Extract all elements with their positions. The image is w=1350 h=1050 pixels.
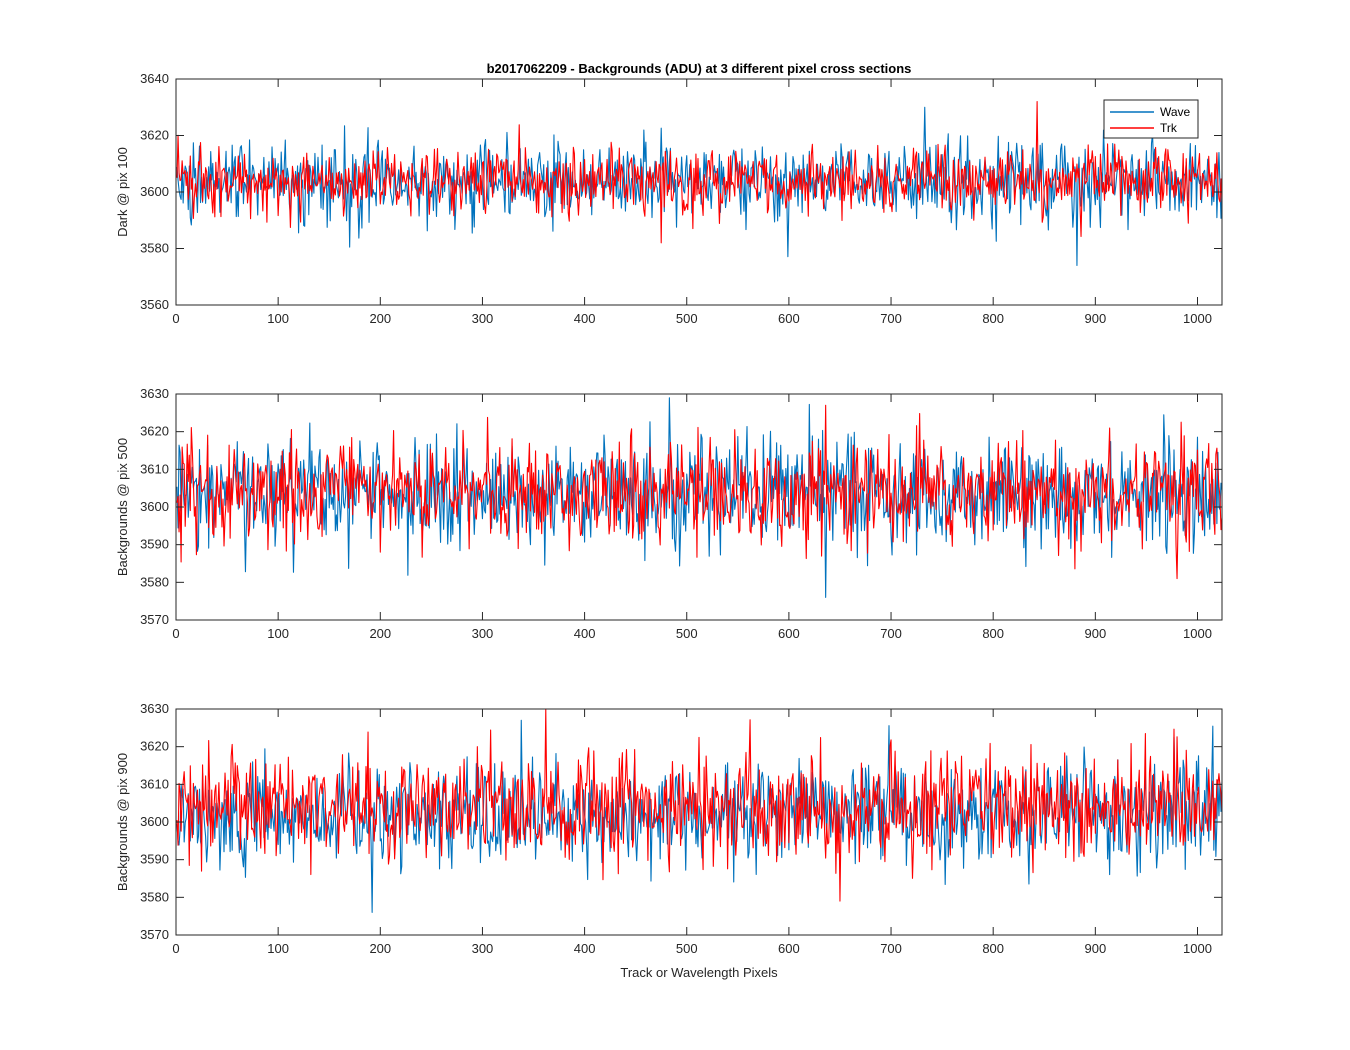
x-tick-label: 400 xyxy=(574,311,596,326)
x-tick-label: 600 xyxy=(778,311,800,326)
y-tick-label: 3630 xyxy=(140,701,169,716)
x-tick-label: 200 xyxy=(369,941,391,956)
x-tick-label: 500 xyxy=(676,626,698,641)
x-tick-label: 700 xyxy=(880,941,902,956)
x-tick-label: 100 xyxy=(267,311,289,326)
y-axis-label: Backgrounds @ pix 500 xyxy=(115,438,130,576)
x-tick-label: 800 xyxy=(982,311,1004,326)
y-tick-label: 3620 xyxy=(140,739,169,754)
x-tick-label: 800 xyxy=(982,626,1004,641)
y-tick-label: 3610 xyxy=(140,776,169,791)
y-axis-label: Backgrounds @ pix 900 xyxy=(115,753,130,891)
x-axis-label: Track or Wavelength Pixels xyxy=(620,965,778,980)
x-tick-label: 1000 xyxy=(1183,626,1212,641)
x-tick-label: 1000 xyxy=(1183,311,1212,326)
y-tick-label: 3570 xyxy=(140,612,169,627)
y-tick-label: 3580 xyxy=(140,241,169,256)
legend-wave-label: Wave xyxy=(1160,105,1191,119)
x-tick-label: 300 xyxy=(472,311,494,326)
x-tick-label: 0 xyxy=(172,626,179,641)
y-tick-label: 3580 xyxy=(140,889,169,904)
series-line-trk xyxy=(176,404,1222,580)
y-tick-label: 3560 xyxy=(140,297,169,312)
x-tick-label: 900 xyxy=(1084,941,1106,956)
x-tick-label: 400 xyxy=(574,626,596,641)
x-tick-label: 500 xyxy=(676,941,698,956)
x-tick-label: 500 xyxy=(676,311,698,326)
y-tick-label: 3600 xyxy=(140,499,169,514)
x-tick-label: 200 xyxy=(369,311,391,326)
y-tick-label: 3640 xyxy=(140,71,169,86)
series-line-trk xyxy=(176,101,1222,244)
x-tick-label: 100 xyxy=(267,626,289,641)
series-lines xyxy=(176,709,1222,913)
x-tick-label: 1000 xyxy=(1183,941,1212,956)
x-tick-label: 0 xyxy=(172,941,179,956)
x-tick-label: 300 xyxy=(472,626,494,641)
y-tick-label: 3600 xyxy=(140,814,169,829)
chart-title: b2017062209 - Backgrounds (ADU) at 3 dif… xyxy=(487,61,912,76)
y-tick-label: 3590 xyxy=(140,852,169,867)
y-tick-label: 3610 xyxy=(140,461,169,476)
x-tick-label: 0 xyxy=(172,311,179,326)
y-tick-label: 3590 xyxy=(140,537,169,552)
x-tick-label: 900 xyxy=(1084,311,1106,326)
y-tick-label: 3620 xyxy=(140,128,169,143)
subplot-backgrounds-pix-500: 0 100 200 300 400 500 600 700 800 900 1000 3570 3580… xyxy=(115,386,1223,641)
y-tick-label: 3600 xyxy=(140,184,169,199)
x-tick-label: 300 xyxy=(472,941,494,956)
y-tick-label: 3630 xyxy=(140,386,169,401)
series-lines xyxy=(176,397,1222,598)
x-tick-label: 800 xyxy=(982,941,1004,956)
series-lines xyxy=(176,101,1222,266)
series-line-wave xyxy=(176,106,1222,266)
y-axis-label: Dark @ pix 100 xyxy=(115,147,130,237)
x-tick-label: 100 xyxy=(267,941,289,956)
subplots: 0 100 200 300 400 500 600 700 800 900 100035603580… xyxy=(115,71,1223,956)
x-tick-label: 600 xyxy=(778,626,800,641)
subplot-dark-pix-100: 0 100 200 300 400 500 600 700 800 900 1000 3560 3580… xyxy=(115,71,1223,326)
series-line-trk xyxy=(176,709,1222,902)
x-tick-label: 600 xyxy=(778,941,800,956)
legend-box xyxy=(1103,99,1199,139)
y-tick-label: 3580 xyxy=(140,574,169,589)
x-tick-label: 700 xyxy=(880,311,902,326)
x-tick-label: 200 xyxy=(369,626,391,641)
subplot-backgrounds-pix-900: 0 100 200 300 400 500 600 700 800 900 1000 3570 3580… xyxy=(115,701,1223,956)
legend: Wave Trk xyxy=(1103,99,1199,139)
x-tick-label: 900 xyxy=(1084,626,1106,641)
x-tick-label: 700 xyxy=(880,626,902,641)
x-tick-label: 400 xyxy=(574,941,596,956)
y-tick-label: 3570 xyxy=(140,927,169,942)
legend-trk-label: Trk xyxy=(1160,121,1178,135)
y-tick-label: 3620 xyxy=(140,424,169,439)
